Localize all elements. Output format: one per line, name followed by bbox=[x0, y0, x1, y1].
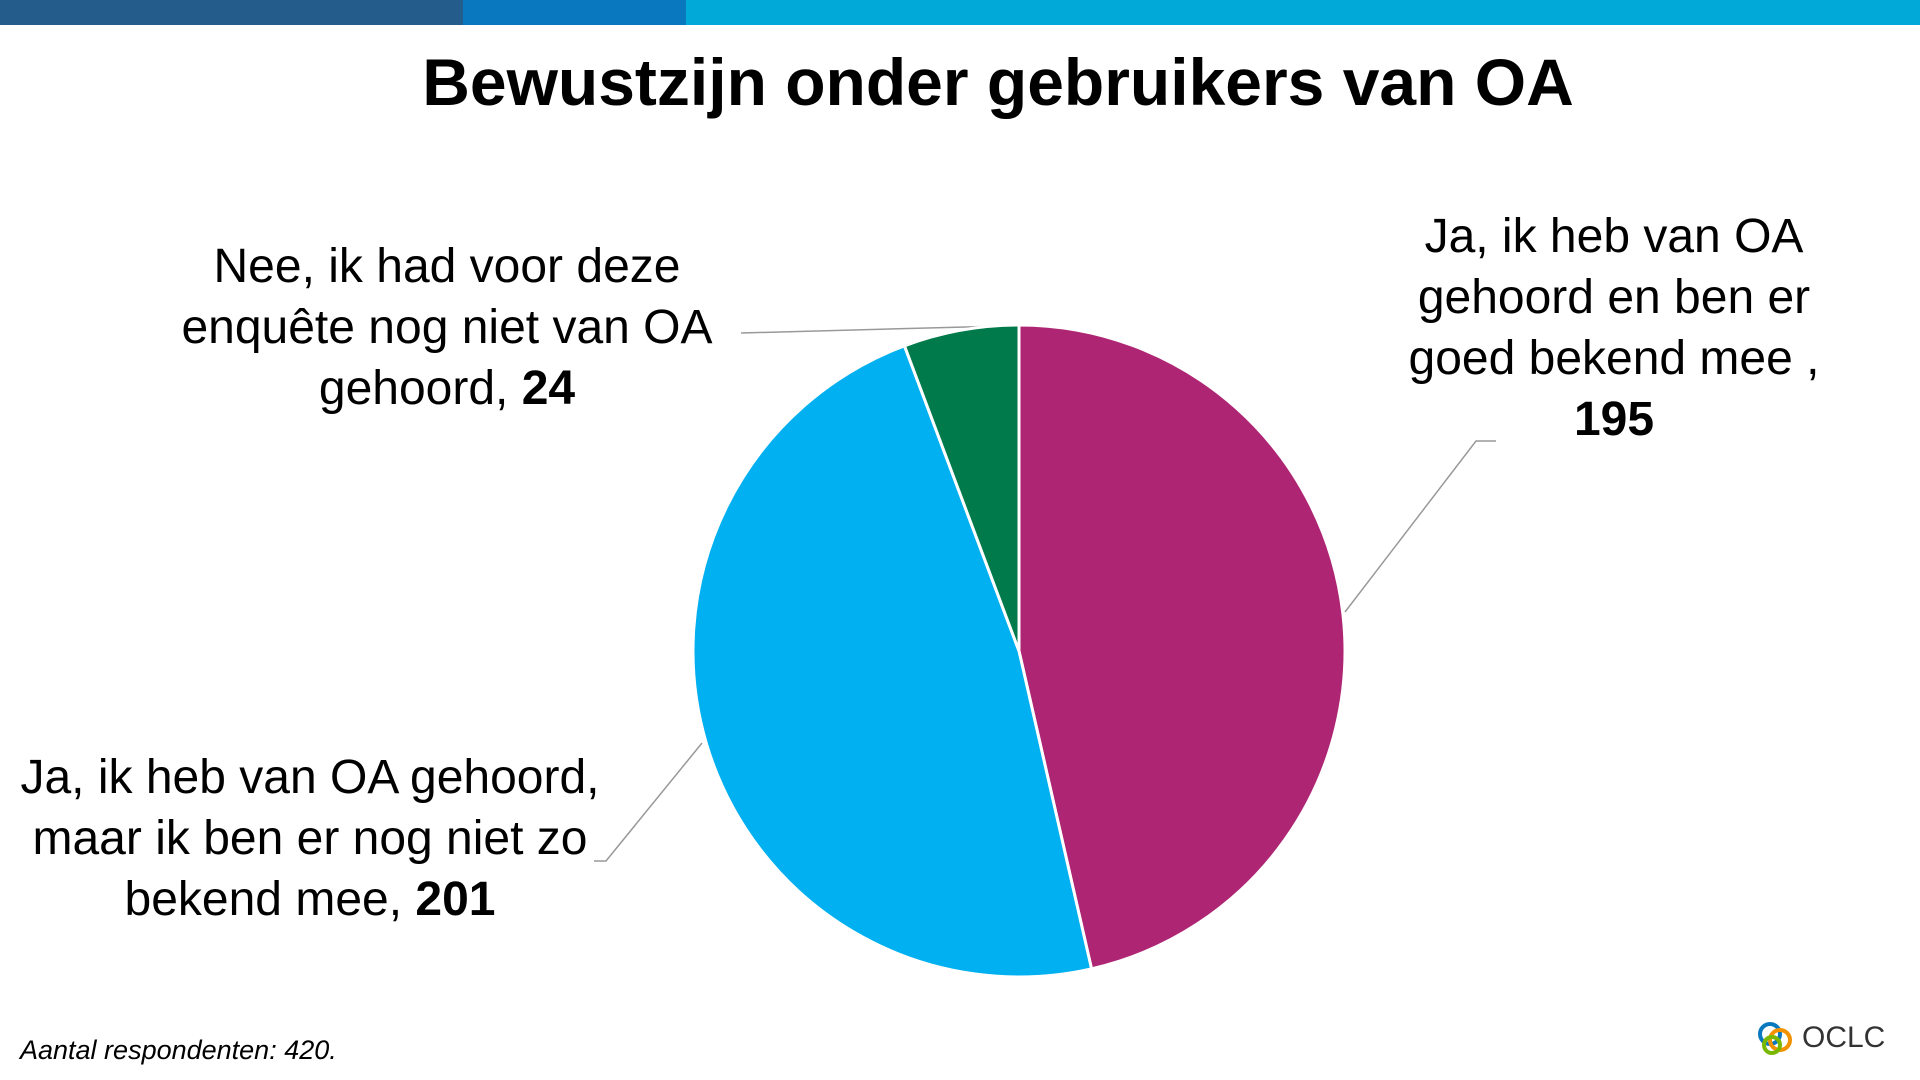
top-bar bbox=[686, 0, 1920, 25]
chart-title: Bewustzijn onder gebruikers van OA bbox=[422, 45, 1574, 119]
value-label: 201 bbox=[415, 873, 496, 926]
value-label: 24 bbox=[521, 362, 576, 415]
slice-label: Ja, ik heb van OA gehoord, maar ik ben e… bbox=[20, 747, 600, 930]
top-bar bbox=[463, 0, 686, 25]
logo-icon bbox=[1758, 1022, 1792, 1055]
leader-line bbox=[594, 742, 703, 862]
leader-line bbox=[1344, 440, 1496, 613]
logo-text: OCLC bbox=[1802, 1021, 1886, 1054]
pie-slice bbox=[1017, 323, 1347, 971]
category-label: Ja, ik heb van OA gehoord, maar ik ben e… bbox=[20, 751, 600, 926]
value-label: 195 bbox=[1573, 393, 1655, 446]
slice-label: Nee, ik had voor deze enquête nog niet v… bbox=[142, 236, 752, 419]
top-bar bbox=[0, 0, 463, 25]
pie-slice bbox=[902, 323, 1021, 652]
logo: OCLC bbox=[1756, 1018, 1885, 1058]
slice-label: Ja, ik heb van OA gehoord en ben er goed… bbox=[1404, 206, 1824, 450]
category-label: Nee, ik had voor deze enquête nog niet v… bbox=[181, 240, 713, 415]
leader-line bbox=[740, 325, 1005, 334]
category-label: Ja, ik heb van OA gehoord en ben er goed… bbox=[1408, 210, 1820, 385]
pie-slice bbox=[691, 343, 1094, 979]
footnote: Aantal respondenten: 420. bbox=[20, 1035, 337, 1065]
